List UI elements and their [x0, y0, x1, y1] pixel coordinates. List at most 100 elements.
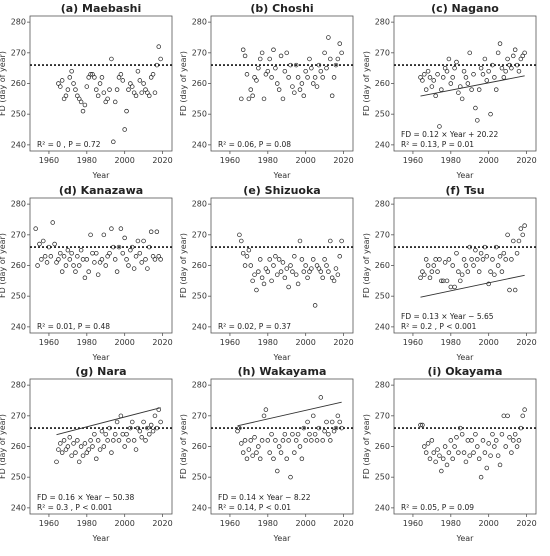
- panel-2-stat-0: FD = 0.12 × Year + 20.22: [401, 130, 499, 139]
- panel-0-point-15: [84, 84, 90, 89]
- panel-7-point-26: [284, 456, 289, 462]
- panel-2: (c) Nagano 240 250 260 270 280 1960 1980 2000 202…: [362, 2, 537, 180]
- panel-0-ytick-label-0: 240: [11, 140, 26, 149]
- panel-2-point-25: [465, 81, 471, 86]
- panel-3-point-56: [139, 260, 144, 265]
- panel-7-point-30: [292, 450, 297, 455]
- panel-3-title: (d) Kanazawa: [59, 184, 143, 197]
- panel-1-point-33: [301, 93, 307, 99]
- panel-5-point-45: [503, 257, 508, 262]
- panel-6-xtick-label-2: 2000: [114, 519, 134, 528]
- panel-4-point-33: [299, 257, 305, 262]
- panel-4-ylabel: FD (day of year): [179, 233, 188, 298]
- panel-1-point-48: [329, 93, 335, 99]
- panel-7-point-21: [275, 468, 280, 474]
- panel-6-point-49: [147, 431, 152, 437]
- panel-4-point-26: [286, 284, 291, 290]
- panel-7-point-53: [335, 413, 341, 419]
- panel-3-ytick-label-4: 280: [11, 200, 26, 209]
- panel-3-point-36: [101, 232, 107, 238]
- panel-0-frame: [29, 15, 173, 152]
- panel-4-xlabel: Year: [273, 353, 292, 362]
- panel-0: (a) Maebashi 240 250 260 270 280 1960 1980 2000 2…: [0, 2, 173, 180]
- panel-3-point-6: [44, 260, 50, 265]
- panel-4-point-15: [265, 269, 271, 274]
- panel-5-point-50: [512, 287, 518, 293]
- panel-8-point-39: [492, 444, 497, 449]
- panel-3-point-53: [133, 254, 139, 259]
- panel-2-point-31: [476, 87, 482, 92]
- panel-7-point-14: [261, 413, 267, 419]
- panel-1-point-9: [256, 65, 261, 71]
- panel-8-point-14: [444, 462, 450, 468]
- panel-8-point-1: [420, 422, 425, 428]
- panel-2-point-46: [505, 56, 510, 62]
- panel-5-point-11: [439, 278, 444, 284]
- panel-6-point-17: [86, 447, 91, 452]
- panel-4-point-8: [252, 272, 257, 277]
- panel-3-point-35: [99, 257, 105, 262]
- panel-4-point-25: [284, 266, 289, 271]
- panel-8-point-37: [488, 453, 493, 458]
- panel-7-ylabel: FD (day of year): [179, 414, 188, 479]
- panel-2-point-20: [456, 90, 461, 95]
- panel-7-xtick-label-2: 2000: [295, 519, 315, 528]
- panel-0-point-50: [150, 72, 156, 77]
- panel-3-point-5: [42, 254, 48, 259]
- panel-8-point-29: [473, 431, 478, 437]
- panel-0-point-27: [107, 87, 112, 92]
- panel-8-point-36: [486, 441, 491, 446]
- panel-2-point-9: [435, 72, 440, 77]
- panel-2-point-35: [484, 78, 490, 83]
- panel-1-point-34: [303, 68, 308, 74]
- panel-5-point-18: [452, 284, 457, 290]
- panel-2-point-18: [452, 65, 457, 71]
- panel-3-point-60: [147, 244, 152, 250]
- panel-2-point-51: [514, 62, 520, 68]
- panel-8-point-51: [514, 444, 520, 449]
- panel-3-point-8: [48, 254, 54, 259]
- panel-3-point-61: [148, 229, 154, 235]
- panel-8-point-26: [467, 453, 472, 458]
- panel-2-point-10: [437, 124, 442, 129]
- panel-2-point-39: [492, 75, 497, 80]
- panel-7-point-55: [339, 425, 344, 431]
- panel-0-point-19: [92, 75, 97, 80]
- panel-4-ytick-label-0: 240: [192, 322, 207, 331]
- panel-3-point-20: [71, 263, 76, 268]
- panel-7-point-23: [278, 450, 284, 455]
- panel-3-point-9: [50, 220, 55, 225]
- panel-2-point-19: [454, 59, 459, 65]
- panel-1-point-19: [275, 81, 280, 86]
- panel-8-title: (i) Okayama: [428, 365, 503, 378]
- panel-0-ytick-label-4: 280: [11, 18, 26, 27]
- panel-2-point-5: [427, 75, 433, 80]
- panel-6-point-47: [143, 438, 148, 443]
- panel-2-point-45: [503, 68, 508, 74]
- panel-6-point-18: [88, 438, 93, 443]
- panel-6-point-2: [58, 441, 63, 446]
- panel-8-point-23: [461, 450, 467, 455]
- panel-4-point-29: [292, 254, 297, 259]
- panel-5-point-41: [495, 263, 501, 268]
- panel-7-stat-1: R² = 0.14, P < 0.01: [218, 503, 291, 512]
- panel-4-point-0: [237, 232, 242, 238]
- panel-8-point-18: [452, 444, 457, 449]
- panel-8-point-46: [505, 413, 510, 419]
- panel-2-point-34: [482, 56, 488, 62]
- panel-3-point-39: [107, 250, 112, 256]
- panel-8-point-2: [422, 444, 427, 449]
- panel-2-point-52: [516, 68, 522, 74]
- panel-1-point-38: [310, 81, 316, 86]
- panel-1-point-1: [240, 47, 246, 52]
- panel-5-point-25: [465, 269, 471, 274]
- panel-0-point-13: [80, 108, 86, 114]
- panel-6-point-31: [112, 431, 118, 437]
- panel-6-point-38: [126, 438, 131, 443]
- panel-1-point-39: [312, 75, 318, 80]
- panel-7-point-18: [269, 431, 274, 437]
- panel-0-point-21: [95, 93, 101, 99]
- panel-6-point-4: [61, 438, 67, 443]
- panel-3-point-21: [73, 269, 78, 274]
